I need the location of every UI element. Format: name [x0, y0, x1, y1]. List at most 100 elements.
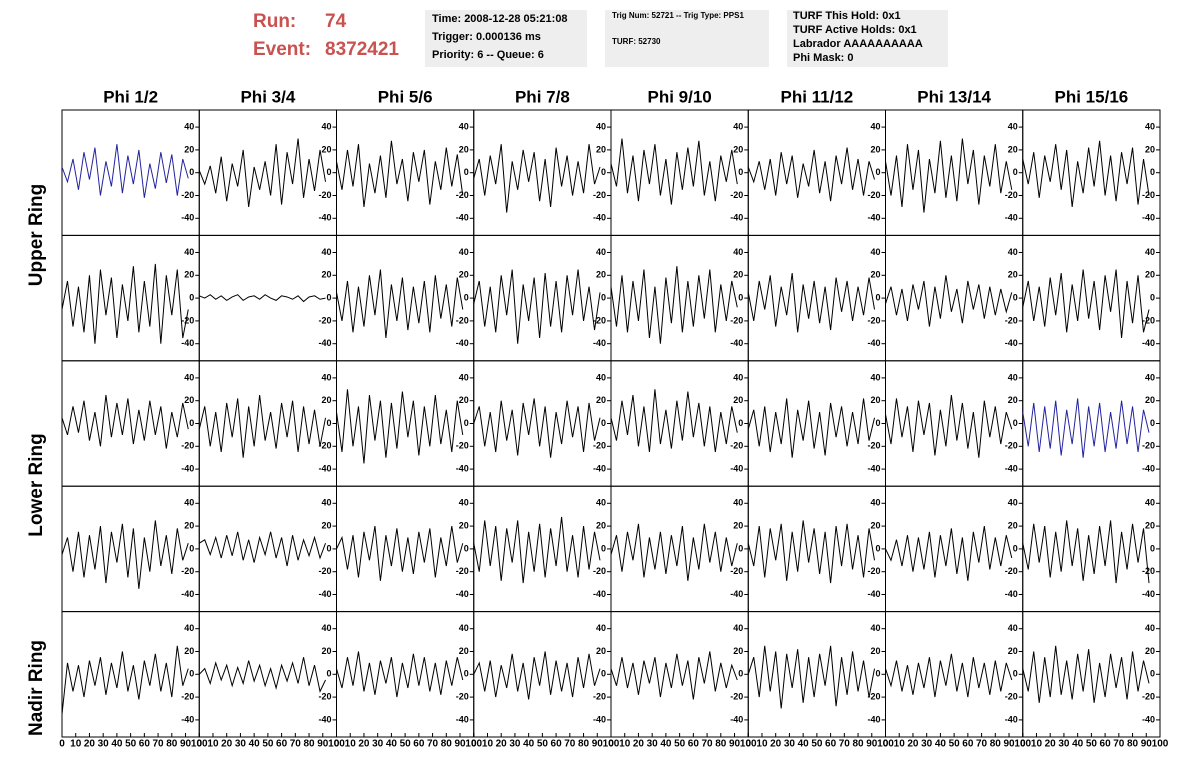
- info-box: [605, 10, 769, 67]
- waveform: [61, 645, 189, 715]
- y-tick-label: 40: [733, 372, 743, 382]
- panel-frame: [61, 611, 200, 738]
- y-tick-label: 40: [1145, 498, 1155, 508]
- x-tick-label: 60: [688, 739, 700, 750]
- y-tick-label: 20: [596, 270, 606, 280]
- x-tick-label: 50: [811, 739, 823, 750]
- y-tick-label: 0: [738, 418, 743, 428]
- y-tick-label: 20: [1008, 520, 1018, 530]
- y-tick-label: 20: [733, 395, 743, 405]
- y-tick-label: 20: [870, 520, 880, 530]
- y-tick-label: 40: [459, 498, 469, 508]
- x-tick-label: 50: [400, 739, 412, 750]
- panel-frame: [198, 360, 337, 487]
- waveform: [747, 272, 876, 333]
- y-tick-label: 20: [596, 395, 606, 405]
- y-tick-label: 0: [326, 543, 331, 553]
- y-tick-label: -40: [1142, 338, 1155, 348]
- y-tick-label: 0: [738, 167, 743, 177]
- x-tick-label: 40: [249, 739, 261, 750]
- y-tick-label: 20: [321, 144, 331, 154]
- x-tick-label: 30: [235, 739, 247, 750]
- y-tick-label: 20: [1008, 646, 1018, 656]
- y-tick-label: 20: [321, 395, 331, 405]
- y-tick-label: -20: [730, 190, 743, 200]
- y-tick-label: -40: [867, 463, 880, 473]
- y-tick-label: -20: [1142, 315, 1155, 325]
- y-tick-label: 40: [596, 247, 606, 257]
- y-tick-label: -40: [867, 589, 880, 599]
- y-tick-label: 40: [596, 372, 606, 382]
- x-tick-label: 10: [1031, 739, 1043, 750]
- y-tick-label: 0: [326, 669, 331, 679]
- x-tick-label: 10: [756, 739, 768, 750]
- x-tick-label: 0: [196, 739, 202, 750]
- column-title: Phi 1/2: [103, 87, 158, 106]
- x-tick-label: 20: [221, 739, 233, 750]
- x-tick-label: 30: [509, 739, 521, 750]
- waveform: [336, 651, 464, 698]
- x-tick-label: 80: [715, 739, 727, 750]
- y-tick-label: 0: [738, 669, 743, 679]
- x-tick-label: 10: [482, 739, 494, 750]
- y-tick-label: -40: [181, 589, 194, 599]
- y-tick-label: -20: [1142, 691, 1155, 701]
- y-tick-label: 40: [1008, 498, 1018, 508]
- y-tick-label: 0: [875, 543, 880, 553]
- waveform: [1022, 520, 1150, 584]
- y-tick-label: -20: [181, 190, 194, 200]
- x-tick-label: 10: [345, 739, 357, 750]
- y-tick-label: -20: [867, 315, 880, 325]
- x-tick-label: 100: [191, 739, 208, 750]
- y-tick-label: 0: [1150, 543, 1155, 553]
- y-tick-label: 20: [1145, 270, 1155, 280]
- y-tick-label: 40: [1145, 372, 1155, 382]
- x-tick-label: 50: [674, 739, 686, 750]
- y-tick-label: 0: [601, 669, 606, 679]
- y-tick-label: 40: [596, 498, 606, 508]
- y-tick-label: 0: [189, 418, 194, 428]
- panel-frame: [747, 234, 886, 362]
- info-text: Priority: 6 -- Queue: 6: [432, 49, 544, 61]
- waveform: [336, 526, 464, 581]
- x-tick-label: 70: [290, 739, 302, 750]
- y-tick-label: 40: [184, 247, 194, 257]
- y-tick-label: 40: [1145, 121, 1155, 131]
- y-tick-label: 40: [184, 372, 194, 382]
- info-box: [787, 10, 948, 67]
- y-tick-label: 20: [1145, 144, 1155, 154]
- waveform: [199, 294, 326, 303]
- x-tick-label: 0: [471, 739, 477, 750]
- y-tick-label: -20: [593, 315, 606, 325]
- x-tick-label: 30: [98, 739, 110, 750]
- x-tick-label: 90: [1003, 739, 1015, 750]
- y-tick-label: 0: [1013, 167, 1018, 177]
- panel-frame: [198, 234, 337, 362]
- y-tick-label: 40: [184, 623, 194, 633]
- x-tick-label: 60: [1100, 739, 1112, 750]
- panel-frame: [885, 109, 1024, 236]
- x-tick-label: 0: [59, 739, 65, 750]
- x-tick-label: 70: [427, 739, 439, 750]
- y-tick-label: 20: [321, 520, 331, 530]
- y-tick-label: 40: [459, 372, 469, 382]
- y-tick-label: 40: [733, 247, 743, 257]
- waveform: [336, 389, 464, 464]
- y-tick-label: 40: [1008, 247, 1018, 257]
- x-tick-label: 100: [1014, 739, 1031, 750]
- y-tick-label: -40: [1005, 714, 1018, 724]
- panel-frame: [1022, 485, 1161, 613]
- column-title: Phi 5/6: [378, 87, 433, 106]
- y-tick-label: 20: [733, 646, 743, 656]
- x-tick-label: 60: [413, 739, 425, 750]
- panel-frame: [747, 360, 886, 487]
- y-tick-label: -40: [1142, 463, 1155, 473]
- y-tick-label: 20: [1008, 270, 1018, 280]
- y-tick-label: -20: [730, 691, 743, 701]
- y-tick-label: -20: [318, 441, 331, 451]
- y-tick-label: -40: [730, 714, 743, 724]
- waveform: [1022, 645, 1150, 703]
- y-tick-label: 20: [184, 520, 194, 530]
- x-tick-label: 30: [1058, 739, 1070, 750]
